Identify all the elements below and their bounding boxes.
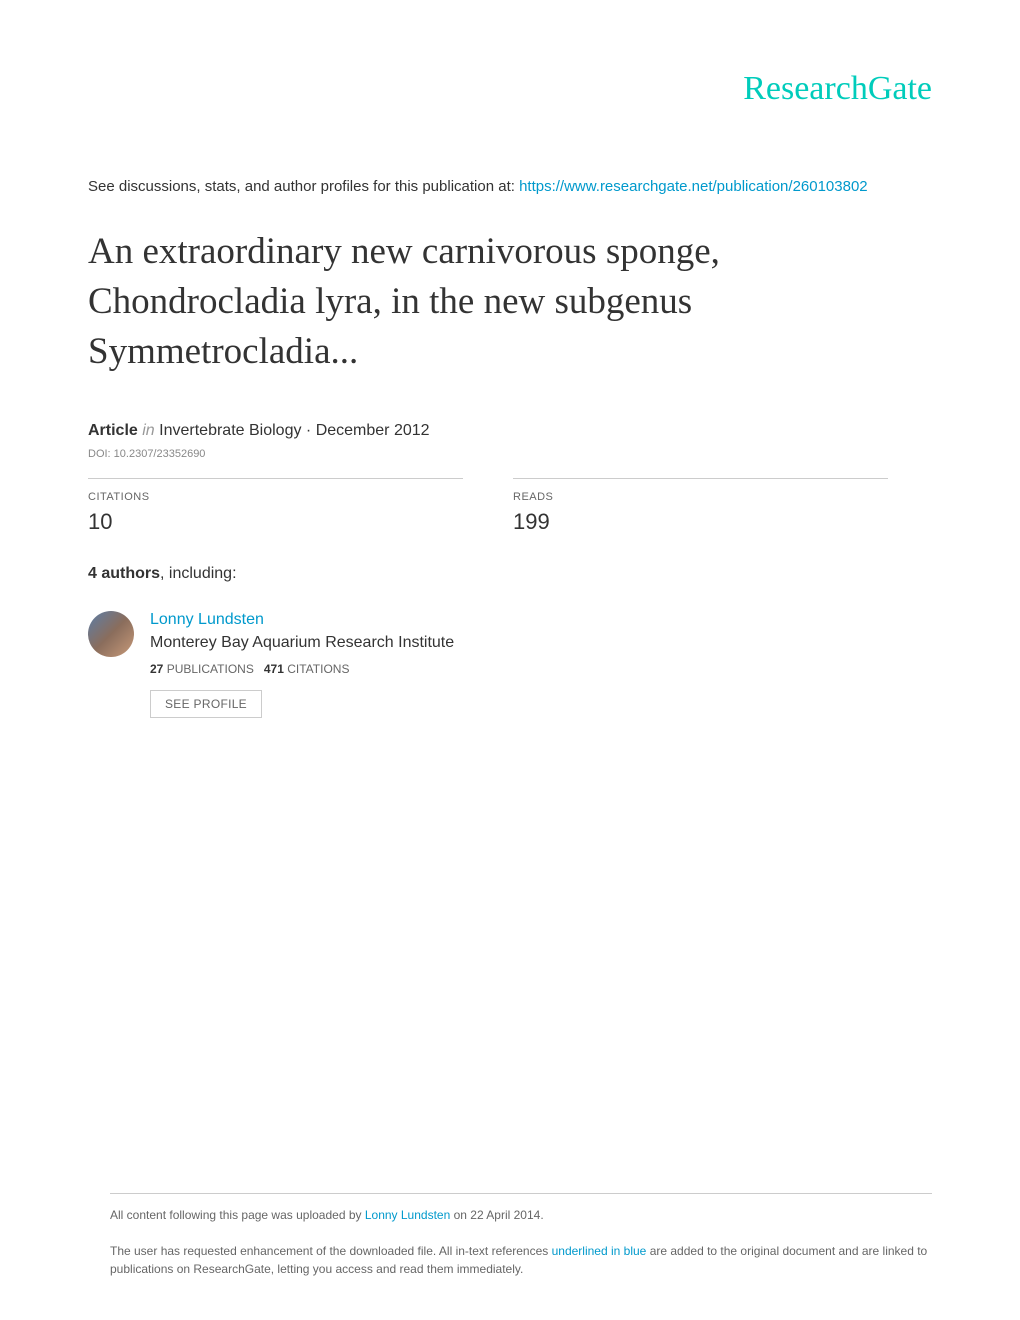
note-prefix: The user has requested enhancement of th… (110, 1244, 552, 1258)
author-affiliation: Monterey Bay Aquarium Research Institute (150, 634, 454, 652)
footer-note: The user has requested enhancement of th… (110, 1242, 932, 1278)
page-title: An extraordinary new carnivorous sponge,… (88, 227, 932, 377)
pubs-label: PUBLICATIONS (167, 662, 257, 676)
authors-suffix: , including: (160, 565, 237, 582)
article-meta: Article in Invertebrate Biology · Decemb… (88, 422, 932, 440)
uploader-line: All content following this page was uplo… (110, 1193, 932, 1224)
avatar[interactable] (88, 611, 134, 657)
cites-count: 471 (264, 662, 284, 676)
reads-label: READS (513, 491, 888, 503)
in-word: in (142, 422, 159, 439)
reads-value: 199 (513, 509, 888, 535)
see-profile-button[interactable]: SEE PROFILE (150, 690, 262, 718)
footer: All content following this page was uplo… (110, 1193, 932, 1278)
citations-label: CITATIONS (88, 491, 463, 503)
underlined-link[interactable]: underlined in blue (552, 1244, 647, 1258)
author-stats: 27 PUBLICATIONS 471 CITATIONS (150, 662, 454, 676)
intro-prefix: See discussions, stats, and author profi… (88, 178, 519, 195)
upload-suffix: on 22 April 2014. (450, 1208, 543, 1222)
reads-block: READS 199 (513, 478, 888, 535)
publication-url-link[interactable]: https://www.researchgate.net/publication… (519, 178, 868, 195)
pubs-count: 27 (150, 662, 163, 676)
authors-count: 4 authors (88, 565, 160, 582)
authors-line: 4 authors, including: (88, 565, 932, 583)
author-details: Lonny Lundsten Monterey Bay Aquarium Res… (150, 611, 454, 718)
author-card: Lonny Lundsten Monterey Bay Aquarium Res… (88, 611, 932, 718)
intro-text: See discussions, stats, and author profi… (88, 178, 932, 195)
uploader-link[interactable]: Lonny Lundsten (365, 1208, 450, 1222)
doi-text: DOI: 10.2307/23352690 (88, 448, 932, 460)
meta-separator: · (306, 422, 316, 439)
citations-block: CITATIONS 10 (88, 478, 463, 535)
upload-prefix: All content following this page was uplo… (110, 1208, 365, 1222)
publication-date: December 2012 (316, 422, 430, 439)
citations-value: 10 (88, 509, 463, 535)
stats-row: CITATIONS 10 READS 199 (88, 478, 932, 535)
logo[interactable]: ResearchGate (88, 70, 932, 108)
cites-label: CITATIONS (287, 662, 349, 676)
author-name-link[interactable]: Lonny Lundsten (150, 611, 454, 629)
article-type: Article (88, 422, 138, 439)
journal-name: Invertebrate Biology (159, 422, 301, 439)
